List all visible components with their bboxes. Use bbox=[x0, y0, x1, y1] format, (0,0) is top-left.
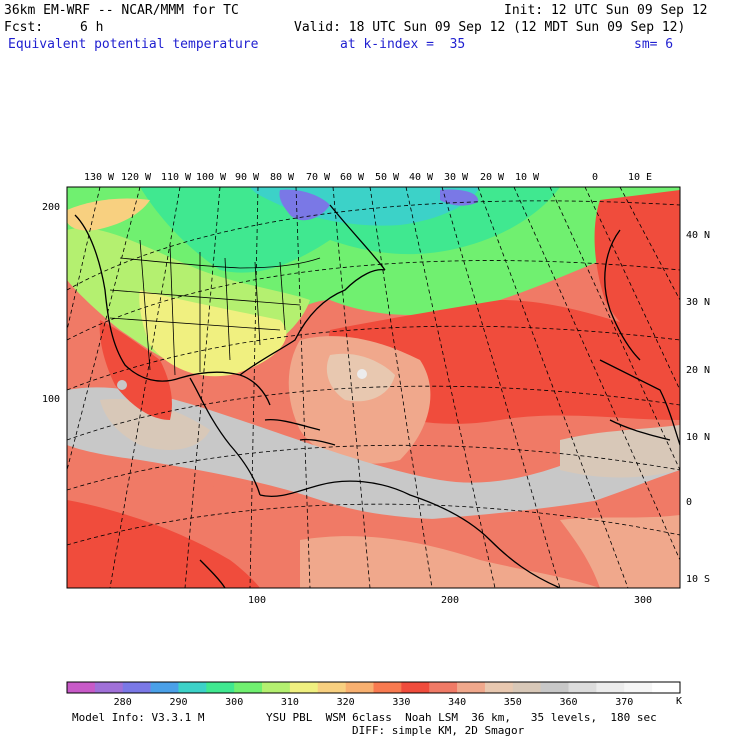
colorbar-swatch bbox=[568, 682, 597, 693]
longitude-label: 120 W bbox=[121, 172, 152, 183]
longitude-label: 110 W bbox=[161, 172, 192, 183]
colorbar-swatch bbox=[206, 682, 235, 693]
colorbar-swatch bbox=[345, 682, 374, 693]
grid-y-label: 200 bbox=[42, 202, 60, 213]
colorbar-swatch bbox=[234, 682, 263, 693]
colorbar-swatch bbox=[67, 682, 96, 693]
longitude-label: 20 W bbox=[480, 172, 505, 183]
longitude-label: 50 W bbox=[375, 172, 400, 183]
latitude-label: 40 N bbox=[686, 230, 710, 241]
model-title: 36km EM-WRF -- NCAR/MMM for TC bbox=[4, 3, 239, 18]
latitude-label: 20 N bbox=[686, 365, 710, 376]
colorbar bbox=[66, 681, 681, 694]
forecast-label: Fcst: bbox=[4, 20, 44, 35]
colorbar-tick-label: 370 bbox=[615, 697, 633, 708]
colorbar-swatch bbox=[596, 682, 625, 693]
map-frame bbox=[66, 186, 681, 589]
political-borders bbox=[109, 239, 321, 376]
colorbar-tick-label: 360 bbox=[559, 697, 577, 708]
colorbar-swatch bbox=[150, 682, 179, 693]
graticule bbox=[67, 187, 680, 588]
latitude-label: 10 N bbox=[686, 432, 710, 443]
colorbar-tick-label: 280 bbox=[114, 697, 132, 708]
colorbar-swatch bbox=[178, 682, 207, 693]
longitude-label: 40 W bbox=[409, 172, 434, 183]
model-info: Model Info: V3.3.1 M bbox=[72, 711, 205, 724]
init-time: Init: 12 UTC Sun 09 Sep 12 bbox=[504, 3, 708, 18]
colorbar-tick-label: 310 bbox=[281, 697, 299, 708]
colorbar-swatch bbox=[652, 682, 681, 693]
colorbar-swatch bbox=[401, 682, 430, 693]
longitude-label: 60 W bbox=[340, 172, 365, 183]
longitude-label: 0 bbox=[592, 172, 598, 183]
colorbar-swatch bbox=[540, 682, 569, 693]
colorbar-tick-label: 350 bbox=[504, 697, 522, 708]
valid-time: Valid: 18 UTC Sun 09 Sep 12 (12 MDT Sun … bbox=[294, 20, 686, 35]
colorbar-unit: K bbox=[676, 696, 682, 707]
smoothing-info: sm= 6 bbox=[634, 37, 674, 52]
physics-line-1: YSU PBL WSM 6class Noah LSM 36 km, 35 le… bbox=[266, 711, 657, 724]
level-info: at k-index = 35 bbox=[340, 37, 466, 52]
colorbar-swatch bbox=[457, 682, 486, 693]
colorbar-tick-label: 300 bbox=[225, 697, 243, 708]
colorbar-tick-label: 330 bbox=[392, 697, 410, 708]
colorbar-swatch bbox=[289, 682, 319, 693]
latitude-label: 30 N bbox=[686, 297, 710, 308]
colorbar-tick-labels: 280 290 300 310 320 330 340 350 360 370 bbox=[114, 697, 634, 708]
field-name: Equivalent potential temperature bbox=[8, 37, 259, 52]
grid-x-labels: 100 200 300 bbox=[248, 595, 652, 606]
colorbar-swatch bbox=[317, 682, 346, 693]
colorbar-swatch bbox=[373, 682, 402, 693]
longitude-label: 130 W bbox=[84, 172, 115, 183]
colorbar-swatch bbox=[429, 682, 458, 693]
grid-y-labels: 200 100 bbox=[42, 202, 60, 405]
grid-y-label: 100 bbox=[42, 394, 60, 405]
colorbar-swatch bbox=[512, 682, 541, 693]
theta-e-field bbox=[67, 187, 680, 588]
longitude-labels: 130 W 120 W 110 W 100 W 90 W 80 W 70 W 60 W 50 W… bbox=[84, 172, 652, 183]
colorbar-swatch bbox=[624, 682, 653, 693]
longitude-label: 10 E bbox=[628, 172, 652, 183]
latitude-labels: 40 N 30 N 20 N 10 N 0 10 S bbox=[686, 230, 710, 585]
longitude-label: 70 W bbox=[306, 172, 331, 183]
colorbar-tick-label: 320 bbox=[337, 697, 355, 708]
grid-x-label: 200 bbox=[441, 595, 459, 606]
grid-x-label: 300 bbox=[634, 595, 652, 606]
colorbar-swatch bbox=[122, 682, 151, 693]
longitude-label: 30 W bbox=[444, 172, 469, 183]
colorbar-swatch bbox=[484, 682, 514, 693]
longitude-label: 100 W bbox=[196, 172, 227, 183]
colorbar-tick-label: 290 bbox=[169, 697, 187, 708]
longitude-label: 80 W bbox=[270, 172, 295, 183]
colorbar-tick-label: 340 bbox=[448, 697, 466, 708]
colorbar-swatch bbox=[262, 682, 291, 693]
longitude-label: 10 W bbox=[515, 172, 540, 183]
grid-x-label: 100 bbox=[248, 595, 266, 606]
longitude-label: 90 W bbox=[235, 172, 260, 183]
colorbar-frame bbox=[66, 681, 681, 694]
latitude-label: 10 S bbox=[686, 574, 710, 585]
latitude-label: 0 bbox=[686, 497, 692, 508]
coastlines bbox=[74, 204, 680, 588]
forecast-hour: 6 h bbox=[80, 20, 104, 35]
colorbar-swatch bbox=[94, 682, 124, 693]
physics-line-2: DIFF: simple KM, 2D Smagor bbox=[352, 724, 525, 737]
